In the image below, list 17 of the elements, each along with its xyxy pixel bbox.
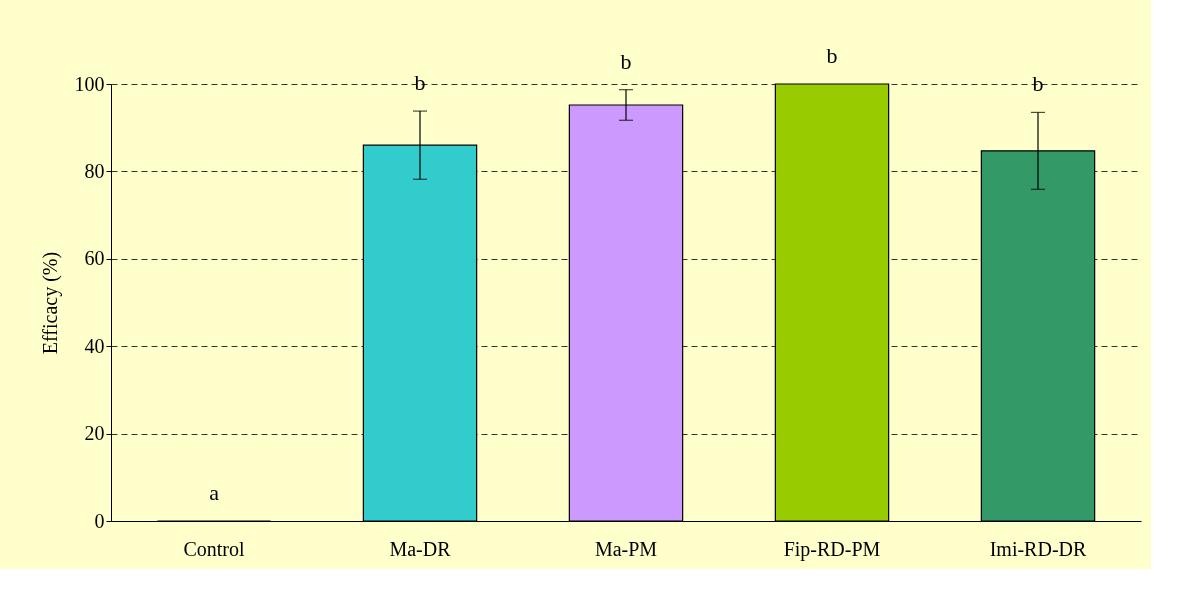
y-tick-label: 0 (94, 509, 105, 532)
x-tick-label: Control (183, 537, 245, 560)
x-tick-label: Fip-RD-PM (783, 537, 881, 561)
y-tick-label: 20 (84, 422, 105, 445)
y-tick-label: 80 (84, 159, 105, 182)
x-tick-label: Imi-RD-DR (989, 537, 1087, 560)
annotation: b (826, 43, 838, 68)
x-tick-label: Ma-PM (594, 537, 658, 560)
y-tick-label: 60 (84, 247, 105, 270)
y-tick-label: 100 (74, 72, 105, 95)
annotation: b (414, 70, 426, 96)
annotation: b (1032, 71, 1044, 97)
annotation: b (620, 48, 632, 74)
annotation: a (209, 480, 220, 505)
y-tick-label: 40 (84, 334, 105, 357)
y-axis-title: Efficacy (%) (38, 251, 62, 355)
x-tick-label: Ma-DR (389, 537, 452, 560)
